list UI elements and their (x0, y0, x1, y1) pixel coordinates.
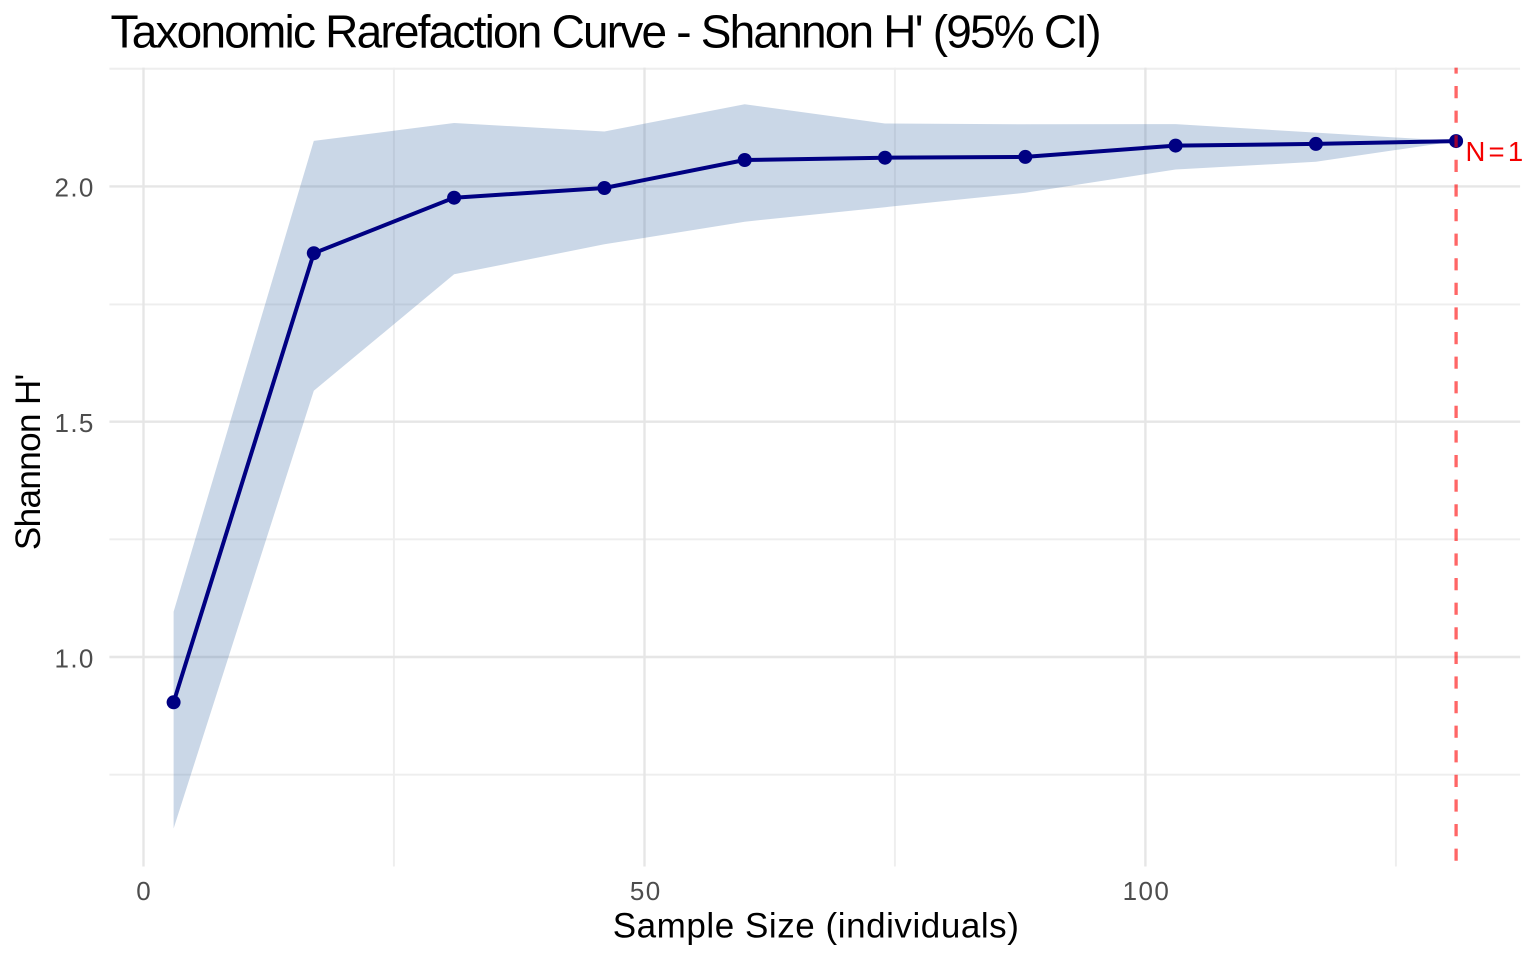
svg-text:50: 50 (630, 876, 662, 906)
svg-text:N=1: N=1 (1466, 136, 1527, 167)
svg-text:1.0: 1.0 (54, 643, 94, 673)
svg-text:Shannon H': Shannon H' (9, 374, 48, 550)
svg-text:100: 100 (1123, 876, 1171, 906)
svg-text:0: 0 (136, 876, 152, 906)
svg-text:1.5: 1.5 (54, 408, 94, 438)
svg-text:2.0: 2.0 (54, 173, 94, 203)
svg-text:Sample Size (individuals): Sample Size (individuals) (613, 907, 1020, 946)
svg-text:Taxonomic Rarefaction Curve -: Taxonomic Rarefaction Curve - Shannon H'… (111, 6, 1100, 58)
